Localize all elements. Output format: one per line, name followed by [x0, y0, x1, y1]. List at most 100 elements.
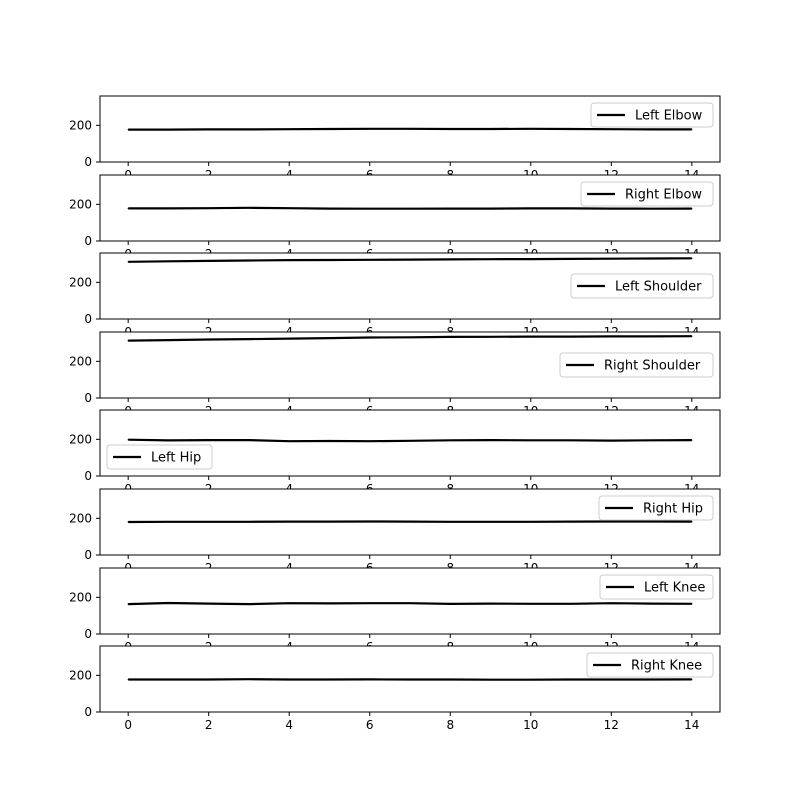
legend-label: Left Knee [644, 581, 705, 596]
legend-label: Left Shoulder [615, 280, 702, 295]
x-tick-label: 14 [684, 718, 699, 732]
data-point [530, 128, 532, 130]
data-point [449, 207, 451, 210]
data-point [610, 335, 612, 337]
legend-label: Right Elbow [625, 188, 702, 203]
data-point [328, 678, 331, 681]
data-point [248, 128, 250, 130]
data-point [691, 335, 693, 337]
data-point [288, 678, 290, 681]
axes-frame [99, 488, 721, 556]
legend-box [586, 652, 714, 678]
data-point [610, 207, 612, 210]
data-point [369, 259, 371, 261]
data-point [248, 678, 250, 680]
data-point [409, 208, 411, 210]
data-point [570, 439, 572, 441]
data-point [449, 336, 451, 338]
legend-label: Right Hip [643, 502, 703, 517]
data-point [489, 128, 492, 130]
subplot-left-elbow: 024681012140200Left Elbow [69, 95, 721, 182]
x-tick-label: 8 [446, 718, 454, 732]
legend-label: Left Hip [151, 451, 201, 466]
data-point [650, 128, 653, 130]
y-tick-label: 200 [69, 275, 92, 289]
data-point [650, 678, 653, 681]
subplot-left-shoulder: 024681012140200Left Shoulder [69, 252, 721, 339]
data-point [409, 128, 411, 130]
data-point [650, 257, 653, 260]
data-point [328, 440, 331, 442]
data-point [449, 521, 451, 523]
axes-frame [99, 252, 721, 320]
data-point [248, 521, 250, 523]
x-tick-label: 6 [366, 718, 374, 732]
x-tick-label: 12 [604, 718, 619, 732]
data-point [288, 602, 290, 604]
data-point [248, 338, 250, 340]
y-tick-label: 0 [84, 548, 92, 562]
data-point [167, 339, 170, 341]
data-point [208, 207, 210, 209]
data-point [127, 128, 129, 131]
data-point [610, 678, 612, 681]
legend: Right Elbow [580, 181, 714, 207]
axes-frame [99, 95, 721, 163]
data-point [691, 521, 693, 523]
data-point [489, 521, 492, 523]
data-point [530, 207, 532, 209]
data-point [248, 259, 250, 262]
data-point [570, 521, 572, 523]
data-point [208, 338, 210, 341]
data-point [449, 603, 451, 605]
data-point [127, 439, 129, 441]
x-tick-label: 10 [523, 718, 538, 732]
data-point [328, 207, 331, 210]
data-point [570, 258, 572, 260]
data-point [208, 678, 210, 681]
data-point [328, 337, 331, 339]
y-tick-label: 0 [84, 234, 92, 248]
data-point [127, 521, 129, 523]
x-tick-label: 0 [124, 718, 132, 732]
data-point [691, 257, 693, 259]
data-point [167, 207, 170, 209]
data-point [489, 439, 492, 441]
data-point [369, 678, 371, 680]
data-point [650, 602, 653, 605]
data-point [409, 259, 411, 261]
legend: Right Shoulder [559, 352, 714, 378]
data-point [530, 439, 532, 441]
data-point [288, 259, 290, 261]
data-point [208, 521, 210, 523]
data-point [328, 259, 331, 261]
data-point [369, 602, 371, 604]
subplot-left-hip: 024681012140200Left Hip [69, 409, 721, 496]
data-point [530, 603, 532, 605]
data-point [650, 208, 653, 210]
data-point [127, 678, 129, 681]
data-point [288, 207, 290, 209]
data-point [409, 602, 411, 604]
data-point [570, 603, 572, 605]
subplot-right-knee: 0 2 4 6 8 10 12 14 0 200 Right Knee [69, 645, 721, 732]
data-point [570, 207, 572, 209]
data-point [650, 439, 653, 441]
data-point [570, 128, 572, 130]
data-point [650, 520, 653, 523]
y-tick-label: 200 [69, 668, 92, 682]
legend-box [590, 102, 714, 128]
data-point [610, 440, 612, 442]
data-point [409, 440, 411, 442]
data-point [248, 207, 250, 209]
data-point [489, 679, 492, 681]
data-point [208, 602, 210, 605]
legend-label: Right Knee [631, 659, 702, 674]
data-point [489, 207, 492, 210]
data-point [208, 439, 210, 441]
data-point [208, 260, 210, 262]
legend: Left Knee [599, 574, 714, 600]
